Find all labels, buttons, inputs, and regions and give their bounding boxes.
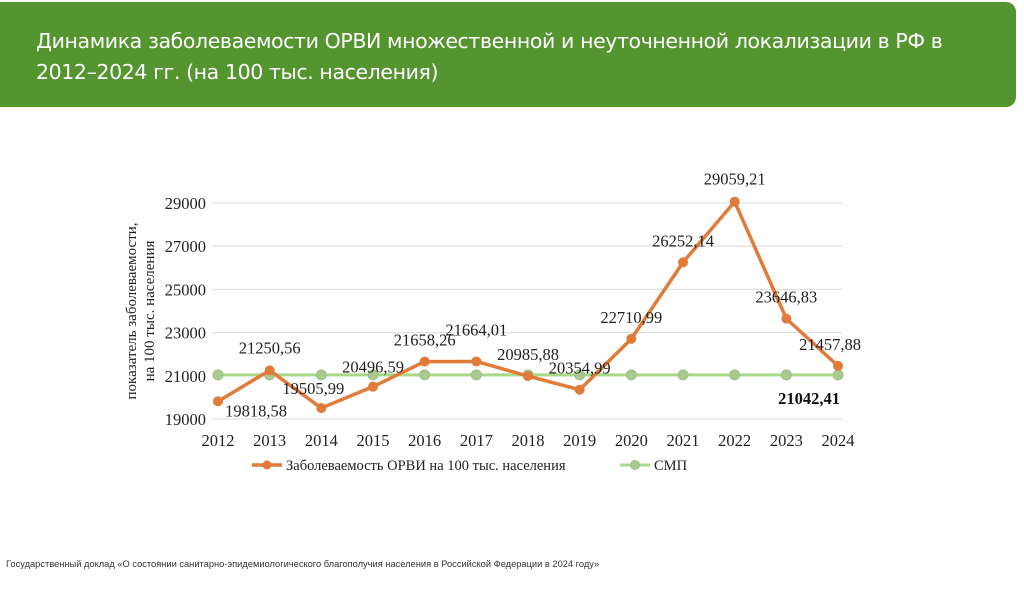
- y-tick-label: 19000: [165, 410, 206, 429]
- data-label-orvi: 29059,21: [704, 170, 766, 189]
- legend-label-smp: СМП: [654, 458, 688, 474]
- data-point-orvi: [471, 356, 482, 367]
- y-tick-label: 23000: [165, 324, 206, 343]
- x-tick-label: 2013: [253, 431, 286, 450]
- x-tick-label: 2019: [563, 431, 596, 450]
- data-point-smp: [780, 369, 792, 381]
- data-point-smp: [212, 369, 224, 381]
- x-tick-label: 2015: [357, 431, 390, 450]
- data-label-orvi: 26252,14: [652, 231, 714, 250]
- data-point-orvi: [316, 403, 327, 414]
- x-tick-label: 2024: [822, 431, 855, 450]
- data-point-orvi: [833, 360, 843, 371]
- legend-label-orvi: Заболеваемость ОРВИ на 100 тыс. населени…: [286, 458, 566, 474]
- x-tick-label: 2014: [305, 431, 338, 450]
- data-point-orvi: [781, 313, 792, 324]
- data-point-orvi: [213, 396, 223, 407]
- y-axis-label: показатель заболеваемости,: [124, 223, 140, 400]
- x-tick-label: 2016: [408, 431, 441, 450]
- data-point-smp: [367, 369, 379, 381]
- data-point-smp: [315, 369, 327, 381]
- data-label-orvi: 23646,83: [755, 288, 817, 307]
- data-point-smp: [419, 369, 431, 381]
- data-label-orvi: 21664,01: [445, 320, 507, 339]
- data-point-orvi: [626, 333, 637, 344]
- data-label-orvi: 19505,99: [282, 379, 344, 398]
- legend-marker-orvi: [262, 460, 272, 470]
- x-tick-label: 2018: [512, 431, 545, 450]
- y-tick-label: 21000: [165, 367, 206, 386]
- data-point-orvi: [368, 381, 378, 392]
- data-point-orvi: [574, 384, 585, 395]
- x-tick-label: 2022: [718, 431, 751, 450]
- data-point-smp: [729, 369, 741, 381]
- y-tick-label: 29000: [165, 194, 206, 213]
- x-tick-label: 2023: [770, 431, 803, 450]
- y-tick-label: 25000: [165, 280, 206, 299]
- data-label-orvi: 19818,58: [225, 401, 287, 420]
- data-label-orvi: 20496,59: [342, 358, 404, 377]
- data-point-smp: [574, 369, 586, 381]
- page-title: Динамика заболеваемости ОРВИ множественн…: [36, 29, 943, 84]
- data-point-smp: [832, 369, 844, 381]
- data-point-orvi: [729, 196, 740, 207]
- data-point-smp: [625, 369, 637, 381]
- data-label-orvi: 20354,99: [549, 359, 611, 378]
- data-label-orvi: 21250,56: [239, 338, 301, 357]
- data-point-orvi: [678, 257, 688, 268]
- y-axis-label: на 100 тыс. населения: [142, 241, 158, 382]
- legend-marker-smp: [630, 460, 640, 470]
- x-tick-label: 2021: [667, 431, 700, 450]
- x-tick-label: 2012: [202, 431, 235, 450]
- y-tick-label: 27000: [165, 237, 206, 256]
- data-point-smp: [677, 369, 689, 381]
- data-label-orvi: 21658,26: [394, 331, 456, 350]
- data-point-orvi: [264, 365, 275, 376]
- data-label-orvi: 22710,99: [600, 308, 662, 327]
- source-citation: Государственный доклад «О состоянии сани…: [6, 559, 600, 569]
- data-point-orvi: [523, 371, 533, 382]
- x-tick-label: 2020: [615, 431, 648, 450]
- data-label-orvi: 21457,88: [799, 335, 861, 354]
- data-label-smp: 21042,41: [778, 389, 840, 408]
- data-point-smp: [470, 369, 482, 381]
- title-banner: Динамика заболеваемости ОРВИ множественн…: [0, 2, 1016, 107]
- data-label-orvi: 20985,88: [497, 345, 559, 364]
- x-tick-label: 2017: [460, 431, 493, 450]
- data-point-orvi: [419, 356, 430, 367]
